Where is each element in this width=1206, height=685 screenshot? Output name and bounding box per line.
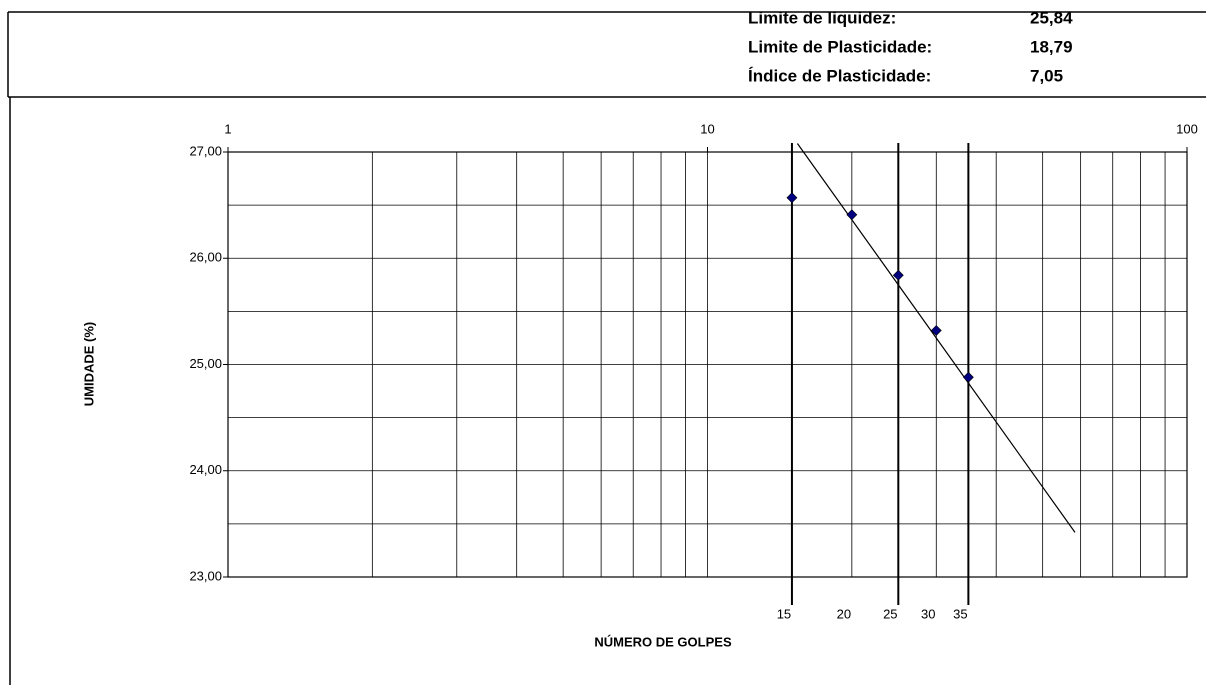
x-axis-label: NÚMERO DE GOLPES xyxy=(594,634,732,649)
y-tick-label: 24,00 xyxy=(189,462,222,477)
frame xyxy=(7,11,1206,685)
x-value-label: 20 xyxy=(837,606,851,621)
data-point xyxy=(786,192,798,204)
y-tick-label: 23,00 xyxy=(189,568,222,583)
x-tick-label: 10 xyxy=(700,121,714,136)
data-point xyxy=(846,209,858,221)
y-tick-label: 26,00 xyxy=(189,250,222,265)
summary-label: Limite de Plasticidade: xyxy=(748,37,932,56)
plot-frame xyxy=(227,151,1188,578)
x-tick-label: 100 xyxy=(1176,121,1198,136)
summary-value: 25,84 xyxy=(1030,8,1073,27)
y-axis-label: UMIDADE (%) xyxy=(81,322,96,407)
data-point xyxy=(892,269,904,281)
summary-value: 7,05 xyxy=(1030,66,1063,85)
x-value-label: 15 xyxy=(777,606,791,621)
y-tick-label: 27,00 xyxy=(189,143,222,158)
summary-label: Limite de liquidez: xyxy=(748,8,896,27)
summary-label: Índice de Plasticidade: xyxy=(748,66,931,85)
data-point xyxy=(930,325,942,336)
data-point xyxy=(962,371,974,383)
x-value-label: 35 xyxy=(953,606,967,621)
x-value-label: 25 xyxy=(883,606,897,621)
trend-line xyxy=(796,143,1076,533)
x-value-label: 30 xyxy=(921,606,935,621)
y-tick-label: 25,00 xyxy=(189,356,222,371)
summary-value: 18,79 xyxy=(1030,37,1073,56)
x-tick-label: 1 xyxy=(224,121,231,136)
